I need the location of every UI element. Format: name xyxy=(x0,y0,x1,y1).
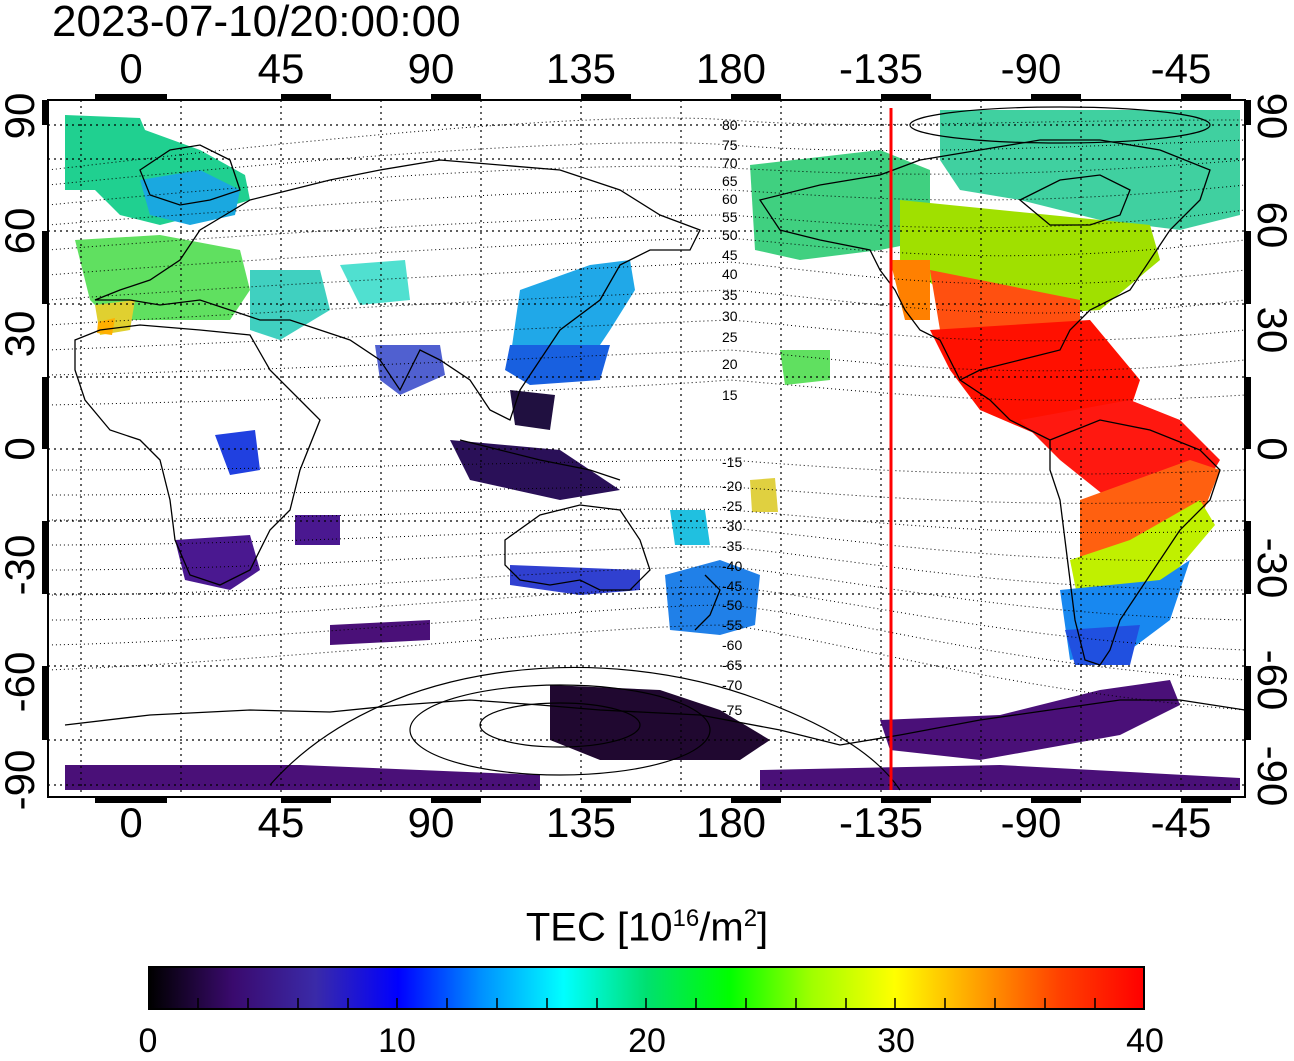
tec-region-europe-central xyxy=(75,235,250,320)
contour-label: 50 xyxy=(722,227,738,243)
tec-region-iberia-south xyxy=(97,318,115,335)
lon-tick-top: -135 xyxy=(838,45,924,92)
magnetic-pole-contours xyxy=(269,106,1211,791)
contour-label: 55 xyxy=(722,209,738,225)
tec-region-philippines xyxy=(510,390,555,430)
contour-label: -65 xyxy=(722,657,742,673)
frame-ticks xyxy=(42,94,1251,803)
colorbar-minor-ticks xyxy=(197,998,1096,1010)
contour-label: 70 xyxy=(722,155,738,171)
lon-tick-bottom: 90 xyxy=(407,799,455,846)
colorbar-title: TEC [1016/m2] xyxy=(525,905,769,950)
lon-tick-top: 45 xyxy=(257,45,305,92)
colorbar-tick: 30 xyxy=(877,1022,915,1060)
contour-label: 15 xyxy=(722,387,738,403)
tec-region-fiji xyxy=(750,478,778,512)
tec-region-south-america-mid xyxy=(1070,500,1215,610)
lat-tick-right: 60 xyxy=(1249,201,1294,249)
lon-tick-bottom: 180 xyxy=(695,799,767,846)
colorbar-tick: 0 xyxy=(138,1022,158,1060)
contour-label: -70 xyxy=(722,677,742,693)
lon-tick-top: -90 xyxy=(1000,45,1062,92)
contour-label: 75 xyxy=(722,137,738,153)
tec-region-scandinavia xyxy=(140,170,240,225)
tec-region-africa-east xyxy=(215,430,260,475)
tec-region-east-china-sea xyxy=(505,345,610,385)
lat-tick-left: -60 xyxy=(0,651,43,713)
contour-label: 35 xyxy=(722,287,738,303)
contour-label: -25 xyxy=(722,498,742,514)
lon-tick-bottom: -90 xyxy=(1000,799,1062,846)
contour-label: -60 xyxy=(722,637,742,653)
lon-tick-top: 90 xyxy=(407,45,455,92)
lat-tick-right: -30 xyxy=(1249,537,1294,599)
lon-tick-top: -45 xyxy=(1150,45,1212,92)
colorbar-tick: 40 xyxy=(1126,1022,1164,1060)
contour-label: 45 xyxy=(722,247,738,263)
lat-tick-left: 0 xyxy=(0,437,43,461)
lat-tick-right: 0 xyxy=(1249,437,1294,461)
contour-label: -20 xyxy=(722,478,742,494)
lon-tick-bottom: 45 xyxy=(257,799,305,846)
tec-map: 80 75 70 65 60 55 50 45 40 35 30 25 20 15 -15 -20 -25 -30… xyxy=(42,94,1251,803)
contour-label: -50 xyxy=(722,597,742,613)
contour-label: 20 xyxy=(722,356,738,372)
lat-tick-right: -60 xyxy=(1249,649,1294,711)
tec-region-new-zealand xyxy=(665,560,760,635)
tec-region-japan xyxy=(510,260,635,370)
tec-region-australia xyxy=(510,565,640,595)
lat-tick-left: 30 xyxy=(0,310,43,358)
lon-tick-top: 0 xyxy=(119,45,143,92)
contour-label: 40 xyxy=(722,266,738,282)
contour-label: -15 xyxy=(722,454,742,470)
lat-tick-left: 90 xyxy=(0,92,43,140)
contour-label: -30 xyxy=(722,518,742,534)
contour-label: 80 xyxy=(722,117,738,133)
tec-region-central-asia xyxy=(340,260,410,305)
lat-tick-right: 30 xyxy=(1249,306,1294,354)
lon-tick-top: 180 xyxy=(695,45,767,92)
lon-tick-bottom: 135 xyxy=(545,799,617,846)
contour-label: -45 xyxy=(722,578,742,594)
contour-label: -75 xyxy=(722,702,742,718)
lat-tick-left: -30 xyxy=(0,534,43,596)
contour-label: 25 xyxy=(722,329,738,345)
tec-data-layer xyxy=(65,110,1240,790)
tec-region-arctic-canada xyxy=(940,110,1240,230)
contour-label: -55 xyxy=(722,617,742,633)
tec-region-usa xyxy=(930,270,1080,340)
lon-tick-bottom: -135 xyxy=(838,799,924,846)
contour-label: 60 xyxy=(722,191,738,207)
lat-tick-left: 60 xyxy=(0,207,43,255)
colorbar-tick: 20 xyxy=(628,1022,666,1060)
lon-tick-bottom: 0 xyxy=(119,799,143,846)
tec-region-tasman xyxy=(670,510,710,545)
tec-region-mideast xyxy=(250,270,330,340)
lat-tick-right: 90 xyxy=(1249,92,1294,140)
colorbar-tick: 10 xyxy=(378,1022,416,1060)
contour-labels: 80 75 70 65 60 55 50 45 40 35 30 25 20 15 -15 -20 -25 -30… xyxy=(722,117,742,718)
lat-tick-left: -90 xyxy=(0,749,43,811)
lat-tick-right: -90 xyxy=(1249,745,1294,807)
timestamp-title: 2023-07-10/20:00:00 xyxy=(52,0,461,46)
lon-tick-top: 135 xyxy=(545,45,617,92)
contour-label: 30 xyxy=(722,308,738,324)
tec-region-patagonia xyxy=(1065,625,1140,665)
tec-region-antarctic-pacific xyxy=(550,685,770,760)
contour-label: -40 xyxy=(722,558,742,574)
tec-region-alaska xyxy=(750,150,930,260)
magnetic-latitude-contours xyxy=(48,117,1245,711)
contour-label: 65 xyxy=(722,173,738,189)
tec-region-southern-ocean xyxy=(330,620,430,645)
tec-region-madagascar xyxy=(295,515,340,545)
tec-region-usa-west xyxy=(890,260,930,320)
graticule xyxy=(48,100,1245,797)
tec-region-antarctic-strip xyxy=(65,765,540,790)
lon-tick-bottom: -45 xyxy=(1150,799,1212,846)
tec-region-indonesia xyxy=(450,440,620,500)
tec-region-antarctic-strip-east xyxy=(760,765,1240,790)
contour-label: -35 xyxy=(722,538,742,554)
tec-region-hawaii xyxy=(780,350,830,385)
